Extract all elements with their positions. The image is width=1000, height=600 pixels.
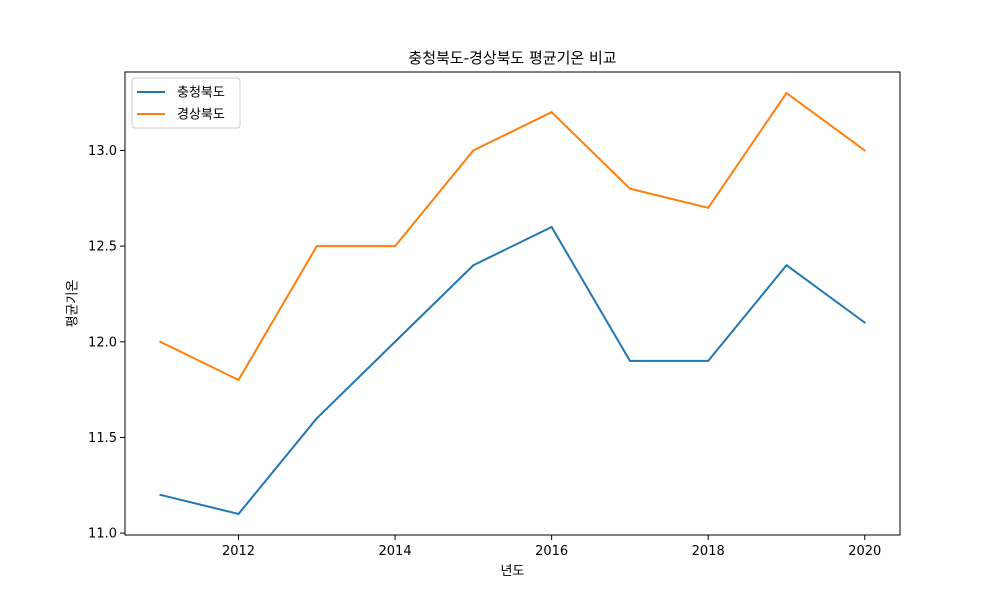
series-2-point [159,340,162,343]
series-1-point [628,359,631,362]
series-2-point [237,379,240,382]
series-2-point [628,187,631,190]
y-tick-label: 13.0 [88,144,117,159]
x-tick-label: 2012 [222,544,255,559]
series-1-point [159,493,162,496]
series-2-point [785,92,788,95]
y-tick-label: 12.5 [88,240,117,255]
x-tick-label: 2016 [535,544,568,559]
series-2-point [550,111,553,114]
series-1-point [237,512,240,515]
series-1-point [315,417,318,420]
y-axis-label: 평균기온 [66,280,81,328]
series-1-point [707,359,710,362]
series-1-point [394,340,397,343]
y-tick-label: 11.5 [88,431,117,446]
series-1-point [785,264,788,267]
x-axis-label: 년도 [501,564,525,579]
chart-title: 충청북도-경상북도 평균기온 비교 [408,49,616,67]
series-2-point [707,206,710,209]
legend-box [131,77,241,129]
series-2-point [863,149,866,152]
legend-label: 충청북도 [177,86,225,101]
series-2-point [394,245,397,248]
axis-layer: 2012 2014 2016 2018 2020 11.0 11.5 12.0 12.5 13.0 [88,144,881,559]
y-tick-label: 11.0 [88,527,117,542]
series-2-point [472,149,475,152]
series-1-point [472,264,475,267]
y-tick-label: 12.0 [88,335,117,350]
series-line-1 [159,225,866,515]
x-tick-label: 2020 [848,544,881,559]
legend-label: 경상북도 [177,108,225,123]
series-layer [159,92,866,515]
x-tick-label: 2018 [692,544,725,559]
x-tick-label: 2014 [379,544,412,559]
series-2-point [315,245,318,248]
series-1-point [863,321,866,324]
series-line-2 [159,92,866,382]
series-1-point [550,225,553,228]
plot-frame [124,71,901,536]
